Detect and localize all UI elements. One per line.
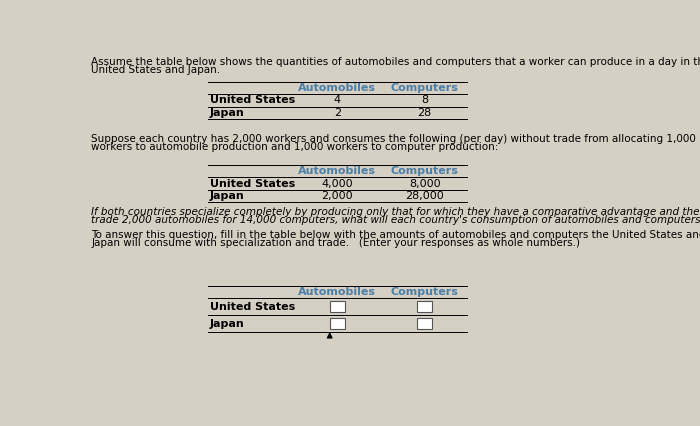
Bar [330, 301, 345, 312]
Text: 4,000: 4,000 [321, 178, 354, 189]
Text: United States: United States [210, 95, 295, 105]
Bar [330, 318, 345, 329]
Text: Japan: Japan [210, 191, 245, 201]
Text: United States and Japan.: United States and Japan. [92, 65, 220, 75]
Bar [417, 318, 433, 329]
Text: Suppose each country has 2,000 workers and consumes the following (per day) with: Suppose each country has 2,000 workers a… [92, 133, 696, 144]
Text: 2: 2 [334, 108, 341, 118]
Text: To answer this question, fill in the table below with the amounts of automobiles: To answer this question, fill in the tab… [92, 230, 700, 240]
Text: Automobiles: Automobiles [298, 166, 377, 176]
Text: Computers: Computers [391, 287, 458, 297]
Text: 2,000: 2,000 [321, 191, 354, 201]
Text: workers to automobile production and 1,000 workers to computer production:: workers to automobile production and 1,0… [92, 142, 498, 152]
Text: 4: 4 [334, 95, 341, 105]
Text: trade 2,000 automobiles for 14,000 computers, what will each country's consumpti: trade 2,000 automobiles for 14,000 compu… [92, 215, 700, 225]
Text: Automobiles: Automobiles [298, 83, 377, 93]
Text: Computers: Computers [391, 166, 458, 176]
Text: Automobiles: Automobiles [298, 287, 377, 297]
Text: Computers: Computers [391, 83, 458, 93]
Text: Japan will consume with specialization and trade.   (Enter your responses as who: Japan will consume with specialization a… [92, 238, 580, 248]
Bar [417, 301, 433, 312]
Text: 28,000: 28,000 [405, 191, 444, 201]
Text: United States: United States [210, 178, 295, 189]
Text: 28: 28 [417, 108, 432, 118]
Text: 8,000: 8,000 [409, 178, 440, 189]
Text: Japan: Japan [210, 319, 245, 329]
Text: 8: 8 [421, 95, 428, 105]
Text: If both countries specialize completely by producing only that for which they ha: If both countries specialize completely … [92, 207, 700, 217]
Text: Assume the table below shows the quantities of automobiles and computers that a : Assume the table below shows the quantit… [92, 57, 700, 66]
Text: Japan: Japan [210, 108, 245, 118]
Text: United States: United States [210, 302, 295, 312]
